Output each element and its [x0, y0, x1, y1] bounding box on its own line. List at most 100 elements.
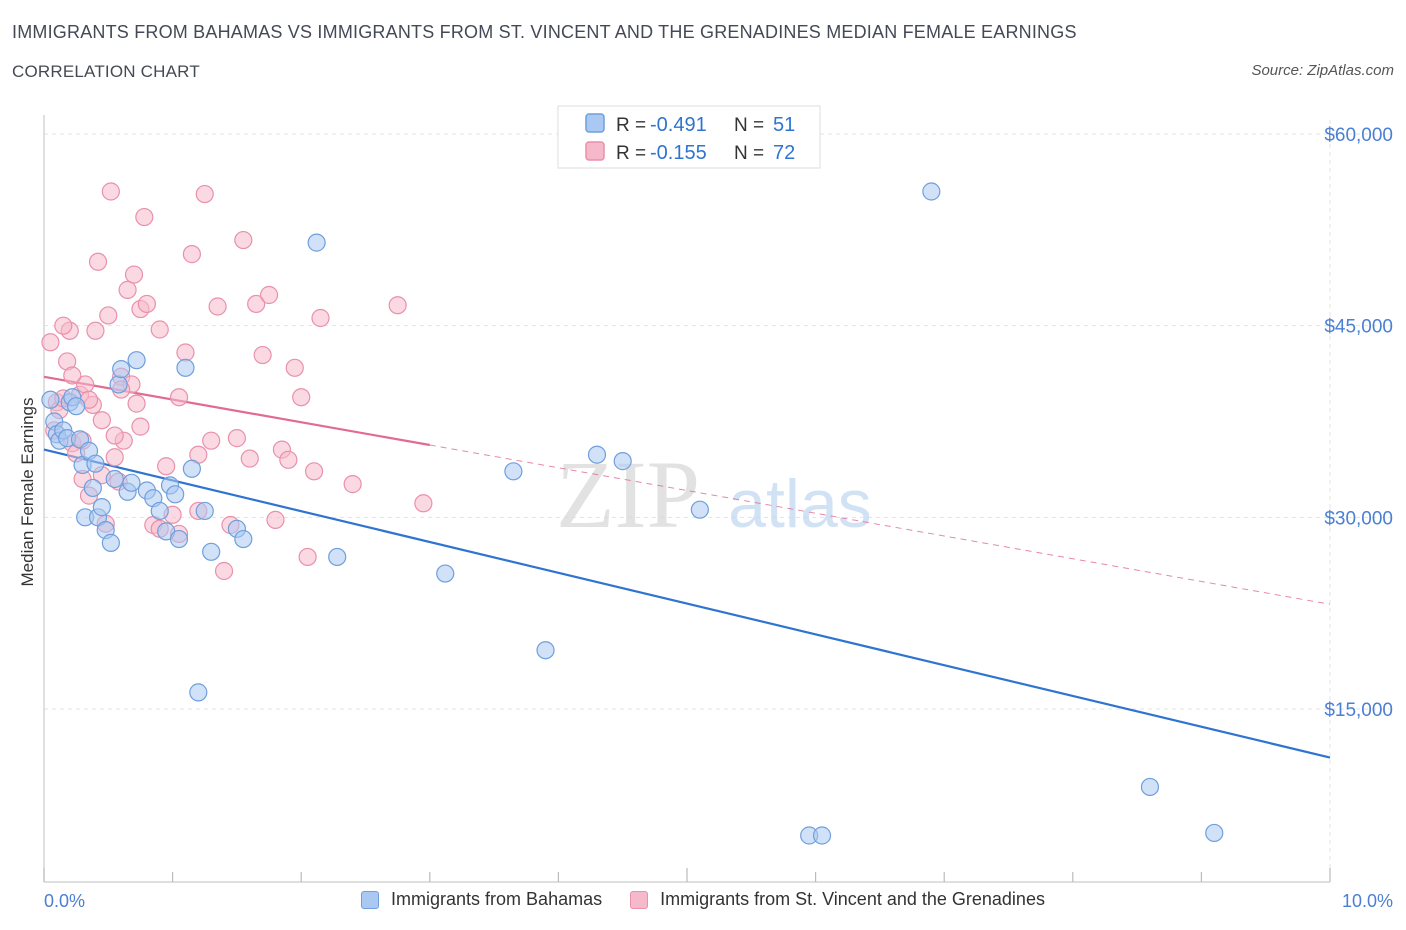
data-point-blue-46 [690, 500, 709, 519]
data-point-pink-46 [240, 449, 259, 468]
data-point-blue-27 [150, 501, 169, 521]
data-point-pink-62 [63, 366, 82, 385]
data-point-blue-16 [92, 498, 111, 517]
data-point-pink-15 [88, 252, 108, 271]
y-tick-label-3: $15,000 [1324, 700, 1393, 721]
data-point-blue-38 [234, 529, 253, 549]
bottom-legend-item-bahamas: Immigrants from Bahamas [361, 889, 602, 910]
data-point-blue-36 [202, 542, 221, 561]
data-point-blue-48 [812, 826, 832, 845]
stats-legend-blue-r-label: R = [616, 115, 646, 136]
data-point-blue-21 [112, 360, 131, 379]
data-point-pink-61 [54, 316, 73, 335]
data-point-pink-24 [118, 280, 137, 299]
data-point-pink-52 [279, 450, 298, 469]
data-point-blue-18 [101, 533, 120, 552]
data-point-blue-31 [169, 529, 189, 549]
bottom-legend: Immigrants from Bahamas Immigrants from … [0, 889, 1406, 910]
data-point-pink-41 [208, 297, 227, 316]
data-point-pink-56 [304, 462, 324, 481]
data-point-pink-45 [234, 230, 253, 250]
watermark-atlas: atlas [728, 466, 872, 542]
data-point-pink-55 [298, 547, 317, 567]
data-point-pink-44 [227, 429, 246, 448]
data-point-blue-41 [436, 564, 455, 583]
bottom-legend-swatch-blue [361, 890, 380, 909]
data-point-pink-47 [247, 294, 266, 314]
data-point-pink-39 [195, 184, 214, 204]
x-tick-label-left: 0.0% [44, 891, 85, 911]
data-point-pink-30 [137, 294, 156, 314]
data-point-pink-0 [41, 333, 60, 352]
data-point-blue-51 [1205, 823, 1224, 843]
trend-line-blue [43, 448, 1331, 759]
data-point-pink-59 [388, 296, 407, 315]
y-tick-labels: $60,000 $45,000 $30,000 $15,000 [1324, 125, 1393, 721]
data-point-blue-50 [1140, 777, 1160, 797]
data-point-pink-26 [124, 265, 144, 284]
data-point-pink-68 [169, 388, 189, 407]
data-point-blue-34 [189, 683, 208, 702]
stats-legend-pink-r-value: -0.155 [650, 142, 707, 164]
data-point-blue-45 [613, 452, 632, 471]
stats-legend-pink-swatch [585, 141, 605, 161]
chart-title: IMMIGRANTS FROM BAHAMAS VS IMMIGRANTS FR… [12, 22, 1077, 42]
data-point-pink-57 [311, 308, 330, 328]
data-point-blue-49 [922, 182, 941, 201]
data-point-pink-42 [214, 561, 234, 581]
data-point-blue-44 [587, 445, 607, 464]
data-point-pink-36 [176, 343, 195, 362]
stats-legend-pink-r-label: R = [616, 143, 646, 164]
data-point-pink-37 [182, 245, 201, 264]
data-point-pink-58 [343, 475, 362, 494]
stats-legend-blue-n-value: 51 [773, 114, 795, 136]
data-point-blue-30 [166, 485, 185, 504]
stats-legend-pink-n-label: N = [734, 143, 764, 164]
y-tick-label-2: $30,000 [1324, 508, 1393, 529]
data-point-pink-18 [99, 306, 118, 325]
data-point-blue-33 [182, 459, 201, 478]
stats-legend-blue-n-label: N = [734, 115, 764, 136]
series-blue-points [41, 182, 1224, 845]
data-point-blue-24 [127, 351, 146, 370]
data-point-blue-39 [307, 233, 326, 252]
data-point-blue-8 [67, 397, 86, 416]
data-point-pink-48 [253, 345, 272, 365]
data-point-pink-49 [259, 285, 279, 305]
data-point-pink-40 [202, 431, 221, 450]
data-point-blue-14 [86, 454, 105, 473]
data-point-pink-60 [414, 494, 433, 513]
trend-line-pink-solid [43, 375, 430, 447]
data-point-pink-64 [92, 411, 111, 430]
data-point-pink-33 [157, 457, 176, 476]
data-point-pink-53 [285, 358, 304, 377]
stats-legend-blue-swatch [585, 113, 605, 133]
trend-lines [43, 375, 1331, 759]
chart-subtitle: CORRELATION CHART [12, 62, 200, 81]
data-point-pink-29 [135, 207, 154, 227]
data-point-pink-27 [127, 394, 146, 413]
bottom-legend-label-st-vincent: Immigrants from St. Vincent and the Gren… [660, 889, 1045, 909]
data-point-pink-32 [150, 320, 169, 339]
data-point-blue-40 [328, 547, 347, 567]
data-point-blue-35 [195, 501, 214, 521]
y-tick-label-1: $45,000 [1324, 317, 1393, 338]
data-point-blue-0 [41, 390, 60, 409]
bottom-legend-label-bahamas: Immigrants from Bahamas [391, 889, 603, 909]
stats-legend-pink-n-value: 72 [773, 142, 795, 164]
data-point-blue-43 [536, 641, 555, 660]
stats-legend-blue-r-value: -0.491 [650, 114, 707, 136]
data-point-pink-71 [105, 426, 124, 445]
data-point-pink-14 [86, 321, 105, 340]
source-note: Source: ZipAtlas.com [1251, 62, 1394, 79]
stats-legend: R = -0.491 N = 51 R = -0.155 N = 72 [557, 105, 821, 169]
data-point-pink-19 [101, 182, 120, 201]
data-point-blue-13 [83, 478, 102, 498]
data-point-blue-23 [122, 473, 141, 492]
trend-line-pink-dashed [429, 444, 1331, 605]
data-point-pink-54 [292, 388, 311, 407]
bottom-legend-swatch-pink [630, 890, 649, 909]
data-point-pink-66 [131, 417, 150, 436]
data-point-blue-19 [105, 469, 124, 489]
